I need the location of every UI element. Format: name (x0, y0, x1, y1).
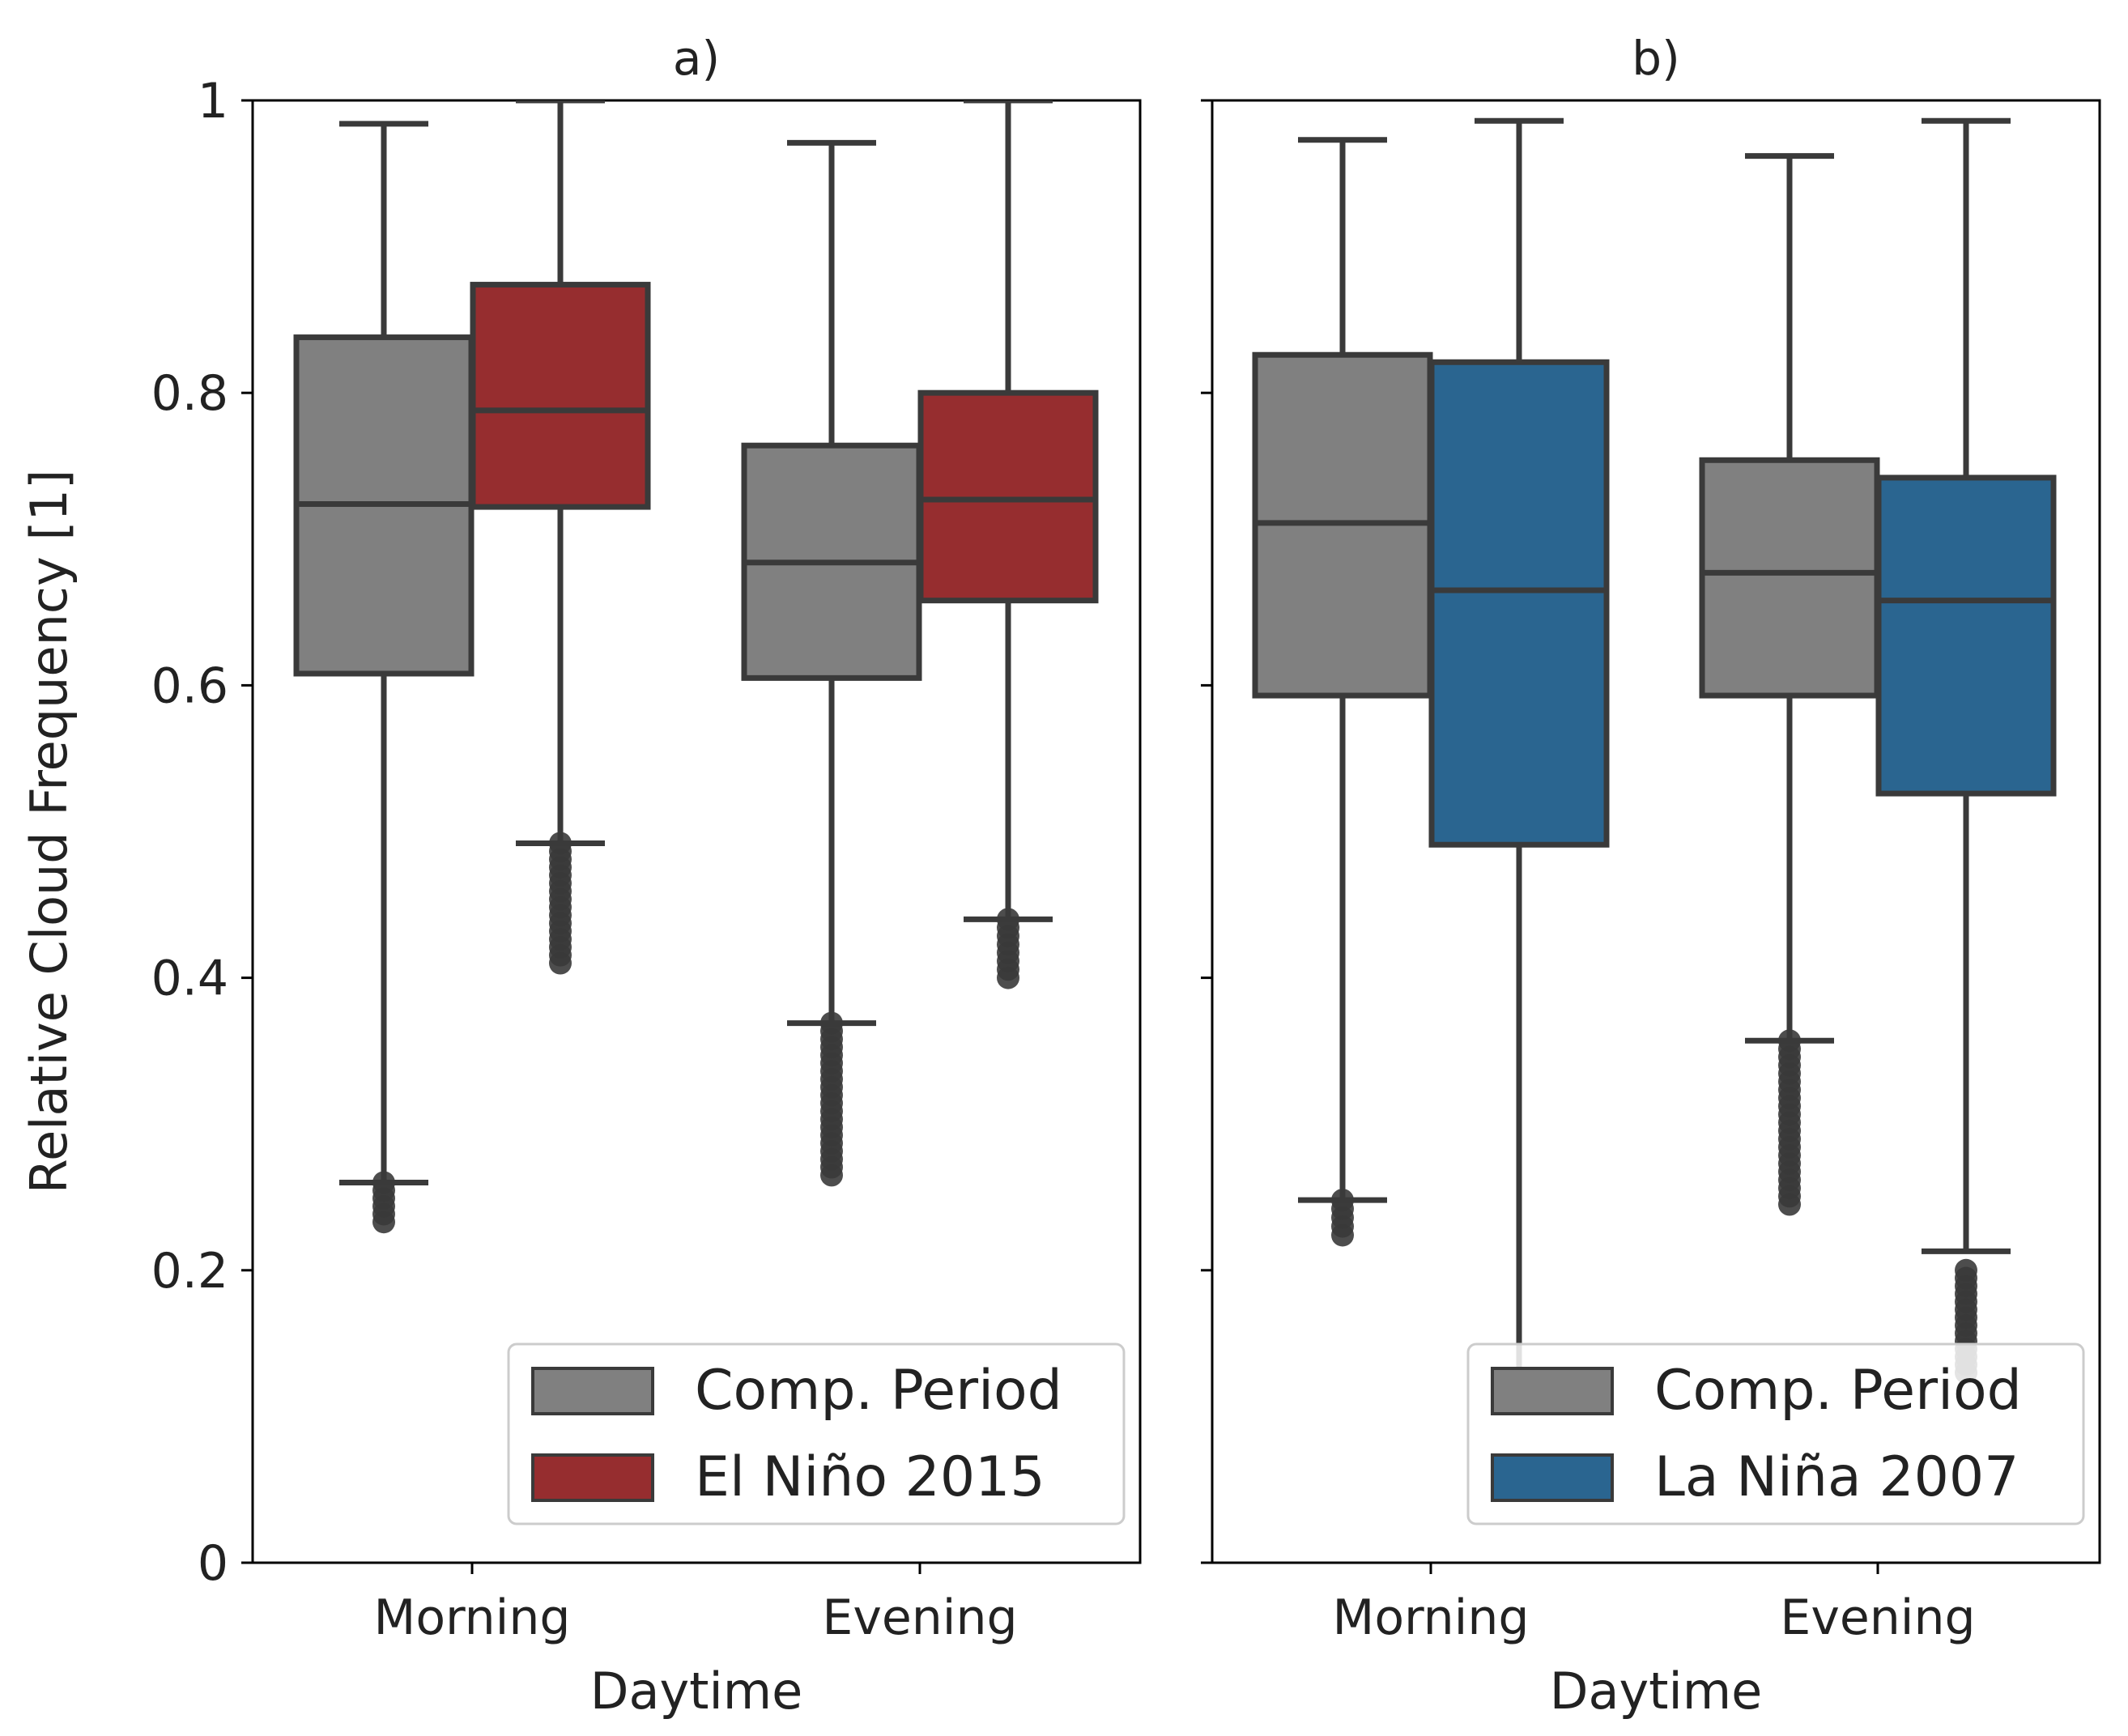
outlier-point (1955, 1258, 1977, 1282)
y-axis-label: Relative Cloud Frequency [1] (19, 470, 79, 1194)
legend: Comp. Period El Niño 2015 (507, 1342, 1126, 1525)
box-comp-period-evening (741, 139, 922, 1187)
y-tick-label: 0.4 (151, 951, 228, 1007)
legend-swatch (531, 1453, 654, 1502)
box-el-ni-o-2015-morning (470, 100, 651, 975)
legend: Comp. Period La Niña 2007 (1466, 1342, 2085, 1525)
x-tick-label-evening: Evening (1780, 1589, 1975, 1646)
x-axis-label: Daytime (590, 1662, 803, 1721)
legend-label: Comp. Period (695, 1359, 1062, 1423)
axes-frame (251, 99, 1142, 1564)
box-la-ni-a-2007-evening (1875, 117, 2057, 1385)
iqr-box (1875, 474, 2057, 797)
iqr-box (917, 389, 1099, 604)
legend-frame (1466, 1342, 2085, 1525)
iqr-box (1428, 359, 1610, 848)
iqr-box (1699, 457, 1880, 699)
panel-a: a) 0 0.2 0.4 0.6 0.8 1 Relative Cloud Frequency… (19, 31, 1142, 1721)
panel-title: a) (673, 31, 720, 86)
y-tick-label: 0 (198, 1535, 228, 1592)
legend-swatch (1491, 1367, 1614, 1415)
legend-label: Comp. Period (1654, 1359, 2022, 1423)
legend-swatch (531, 1367, 654, 1415)
x-axis-label: Daytime (1550, 1662, 1763, 1721)
legend-label: El Niño 2015 (695, 1445, 1045, 1509)
box-group (293, 100, 1099, 1234)
panel-b: b) Morning Evening Daytime Comp. Period La Ni… (1201, 31, 2101, 1721)
box-comp-period-morning (293, 121, 475, 1234)
y-tick-label: 0.6 (151, 657, 228, 714)
y-tick-label: 1 (198, 73, 228, 130)
x-tick-label-morning: Morning (374, 1589, 571, 1646)
legend-label: La Niña 2007 (1654, 1445, 2019, 1509)
x-tick-label-evening: Evening (822, 1589, 1017, 1646)
iqr-box (470, 282, 651, 510)
legend-swatch (1491, 1453, 1614, 1502)
box-el-ni-o-2015-evening (917, 100, 1099, 989)
box-comp-period-evening (1699, 153, 1880, 1216)
box-la-ni-a-2007-morning (1428, 117, 1610, 1388)
box-group (1252, 117, 2057, 1388)
y-tick-label: 0.8 (151, 365, 228, 422)
y-tick-label: 0.2 (151, 1243, 228, 1300)
legend-frame (507, 1342, 1126, 1525)
x-tick-label-morning: Morning (1333, 1589, 1530, 1646)
axes-frame (1211, 99, 2101, 1564)
box-comp-period-morning (1252, 137, 1433, 1247)
panel-title: b) (1632, 31, 1679, 86)
